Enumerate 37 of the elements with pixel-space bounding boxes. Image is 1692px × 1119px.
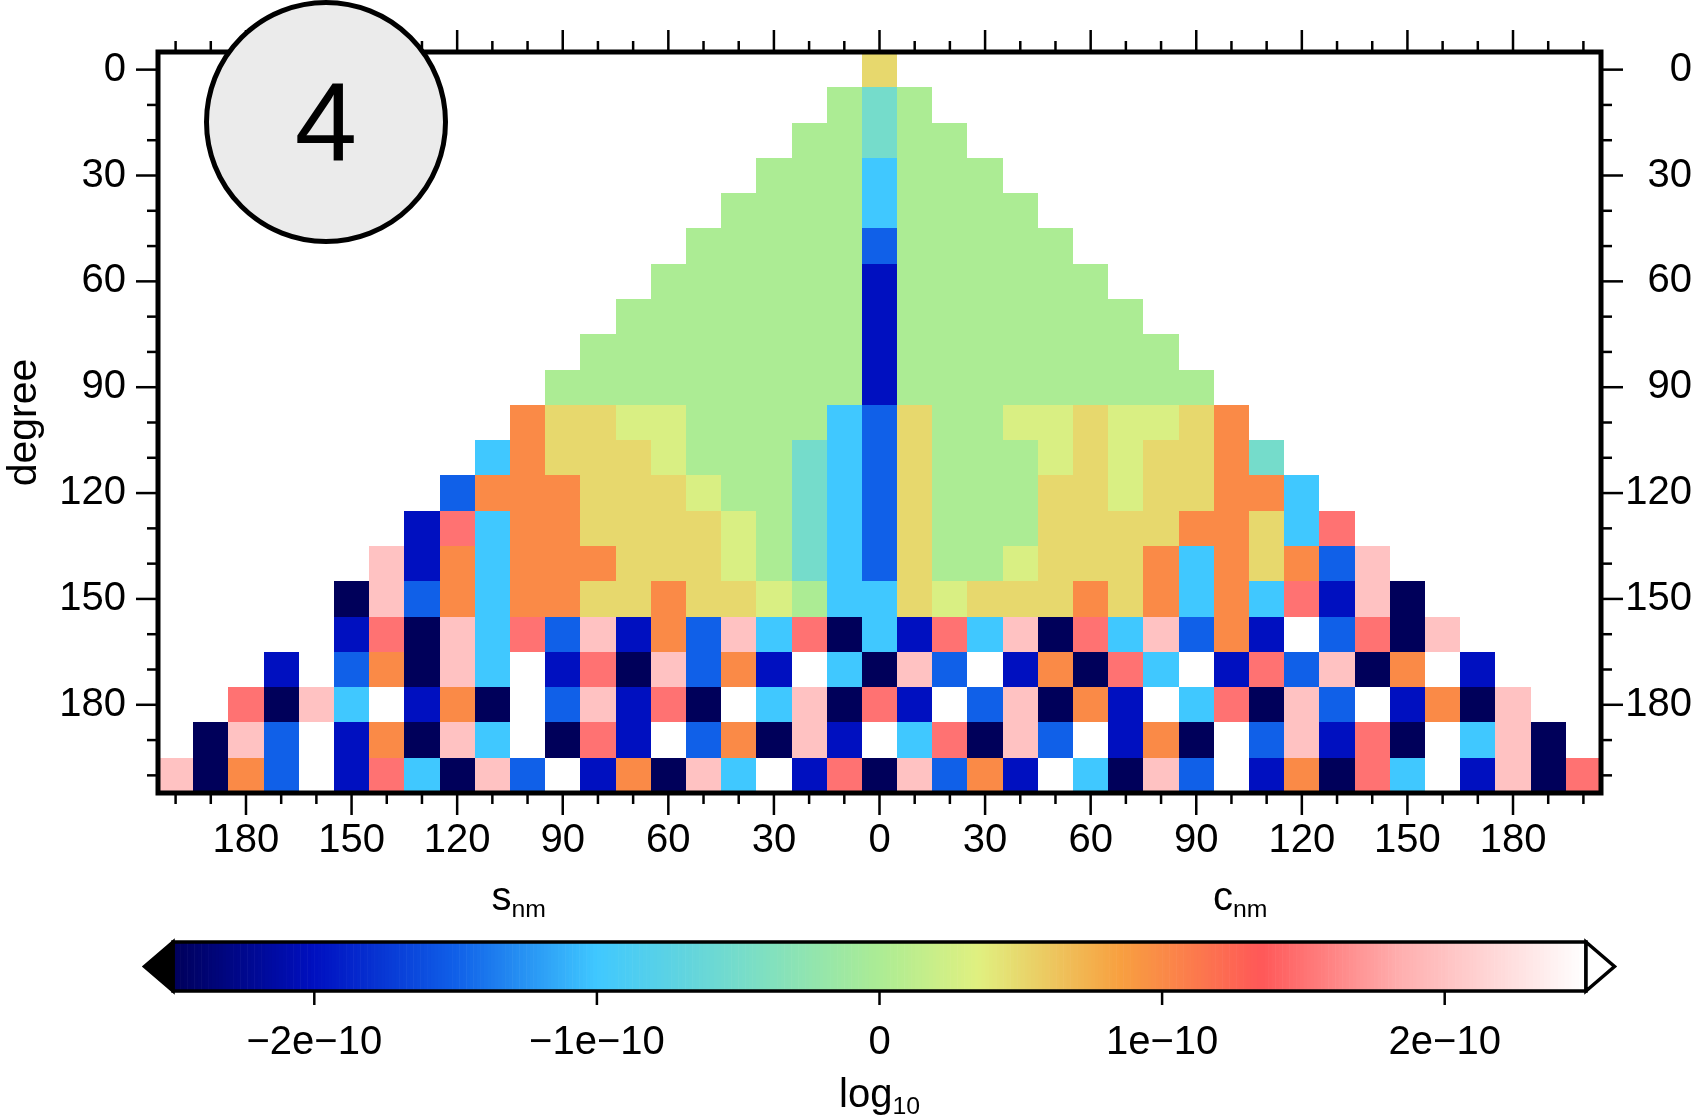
x-tick-label: 90 (1174, 816, 1219, 861)
color-bar-label: 2e−10 (1388, 1018, 1501, 1063)
y2-tick-label: 180 (59, 679, 126, 724)
x-tick-label: 180 (212, 816, 280, 861)
y-axis-title: degree (0, 358, 45, 487)
text: s$_{nm}$ (491, 874, 546, 923)
x-tick-label: 150 (318, 816, 385, 861)
x-tick-label: 180 (1479, 816, 1547, 861)
y-tick-label: 90 (1647, 362, 1692, 407)
x-tick-label: 120 (1268, 816, 1336, 861)
color-bar-label: 0 (868, 1018, 891, 1063)
x-tick-label: 120 (423, 816, 491, 861)
y-tick-label: 60 (1647, 256, 1692, 301)
color-bar-label: −1e−10 (529, 1018, 665, 1063)
annotation: 4 (294, 59, 358, 185)
color-bar-label: −2e−10 (246, 1018, 383, 1063)
x-tick-label: 60 (1068, 816, 1113, 861)
x-tick-label: 0 (868, 816, 891, 861)
y2-tick-label: 30 (81, 150, 126, 195)
y2-tick-label: 120 (59, 468, 126, 513)
y-tick-label: 150 (1625, 573, 1692, 618)
text: c$_{nm}$ (1213, 874, 1268, 923)
x-tick-label: 30 (962, 816, 1008, 861)
y-tick-label: 30 (1647, 150, 1692, 195)
color-bar-title: log$_{10}$ (839, 1071, 920, 1119)
y2-tick-label: 150 (59, 573, 126, 618)
x-tick-label: 150 (1374, 816, 1441, 861)
y2-tick-label: 0 (103, 44, 126, 89)
y-tick-label: 180 (1625, 679, 1692, 724)
y-tick-label: 0 (1669, 44, 1692, 89)
color-bar-label: 1e−10 (1105, 1018, 1219, 1063)
y2-tick-label: 90 (81, 362, 126, 407)
y-tick-label: 120 (1625, 468, 1692, 513)
x-tick-label: 90 (540, 816, 585, 861)
x-tick-label: 30 (751, 816, 797, 861)
x-tick-label: 60 (646, 816, 691, 861)
y2-tick-label: 60 (81, 256, 126, 301)
